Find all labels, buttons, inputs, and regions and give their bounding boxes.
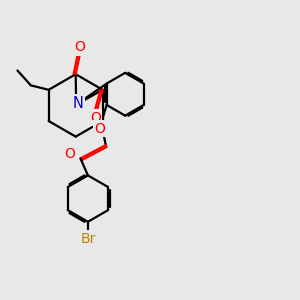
Text: Br: Br	[80, 232, 96, 246]
Text: O: O	[94, 122, 105, 136]
Text: N: N	[72, 96, 83, 111]
Text: O: O	[64, 147, 76, 161]
Text: O: O	[75, 40, 86, 54]
Text: O: O	[90, 111, 101, 125]
